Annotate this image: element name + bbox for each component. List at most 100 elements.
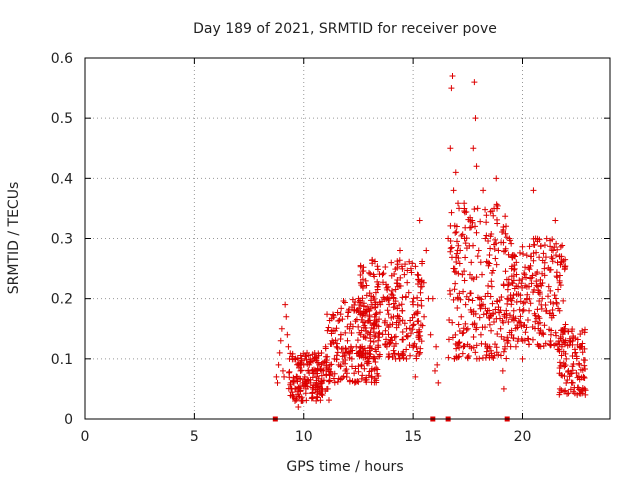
data-point (312, 370, 319, 377)
data-point (445, 354, 452, 361)
data-point (278, 325, 285, 332)
data-point (577, 331, 584, 338)
data-point (379, 331, 386, 338)
data-point (370, 338, 377, 345)
data-point (283, 313, 290, 320)
data-point (454, 295, 461, 302)
data-point (332, 337, 339, 344)
data-point (286, 355, 293, 362)
data-point (385, 354, 392, 361)
data-point (491, 205, 498, 212)
data-point (387, 339, 394, 346)
data-point (338, 305, 345, 312)
data-point (372, 332, 379, 339)
data-point (489, 300, 496, 307)
data-point (527, 275, 534, 282)
data-point (275, 361, 282, 368)
data-point (450, 187, 457, 194)
data-point (391, 303, 398, 310)
data-point (493, 261, 500, 268)
data-point (555, 337, 562, 344)
data-point (274, 379, 281, 386)
data-point (406, 342, 413, 349)
data-point (374, 286, 381, 293)
data-point (399, 307, 406, 314)
data-point (454, 250, 461, 257)
data-point (574, 374, 581, 381)
data-point (391, 270, 398, 277)
data-point (504, 300, 511, 307)
data-point (560, 388, 567, 395)
data-point (461, 209, 468, 216)
data-point (413, 355, 420, 362)
data-point (349, 323, 356, 330)
data-point (500, 348, 507, 355)
data-point (358, 361, 365, 368)
data-point (551, 292, 558, 299)
data-point (579, 340, 586, 347)
data-point (509, 280, 516, 287)
data-point (556, 253, 563, 260)
data-point (412, 263, 419, 270)
data-point (448, 209, 455, 216)
data-point (495, 247, 502, 254)
data-point (460, 288, 467, 295)
data-point (390, 294, 397, 301)
data-point (386, 295, 393, 302)
data-point (334, 340, 341, 347)
data-point (404, 332, 411, 339)
data-point (395, 351, 402, 358)
data-point (370, 325, 377, 332)
data-point (461, 200, 468, 207)
data-point (480, 311, 487, 318)
data-point (471, 206, 478, 213)
data-point (573, 355, 580, 362)
data-point (543, 235, 550, 242)
data-point (397, 274, 404, 281)
data-point (392, 340, 399, 347)
data-point (519, 276, 526, 283)
data-point (477, 218, 484, 225)
data-point (461, 208, 468, 215)
data-point (371, 273, 378, 280)
data-point (547, 337, 554, 344)
data-point (524, 335, 531, 342)
data-point (412, 373, 419, 380)
y-tick-label: 0 (64, 412, 73, 428)
data-point (562, 263, 569, 270)
data-point (501, 311, 508, 318)
data-point (414, 308, 421, 315)
data-point (510, 335, 517, 342)
data-point (324, 311, 331, 318)
data-point (377, 301, 384, 308)
data-point (368, 373, 375, 380)
data-point (529, 323, 536, 330)
data-point (527, 262, 534, 269)
data-point (452, 340, 459, 347)
data-point (333, 325, 340, 332)
data-point (279, 367, 286, 374)
data-point (359, 351, 366, 358)
data-point (472, 326, 479, 333)
data-point (299, 379, 306, 386)
data-point (516, 249, 523, 256)
data-point (572, 349, 578, 356)
data-point (392, 266, 399, 273)
data-point (416, 328, 423, 335)
data-point (407, 352, 414, 359)
data-point (342, 367, 349, 374)
data-point (447, 238, 454, 245)
data-point (418, 297, 425, 304)
data-point (530, 289, 537, 296)
data-point (550, 247, 557, 254)
data-point (356, 299, 363, 306)
data-point (460, 343, 467, 350)
data-point (578, 343, 585, 350)
data-point (448, 244, 455, 251)
data-point (483, 258, 490, 265)
data-point (325, 397, 332, 404)
data-point (468, 259, 475, 266)
data-point (365, 360, 372, 367)
data-point (530, 257, 537, 264)
x-tick-label: 0 (81, 429, 90, 445)
